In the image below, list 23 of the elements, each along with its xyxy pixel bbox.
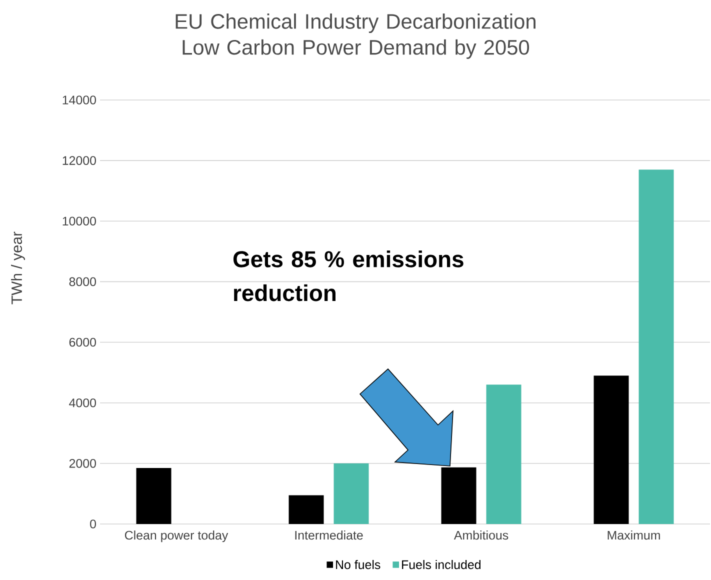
y-tick-label: 4000 xyxy=(69,398,96,408)
y-tick-label: 6000 xyxy=(69,338,96,347)
y-tick-label: 0 xyxy=(90,520,96,528)
bar xyxy=(486,384,522,524)
y-tick-label: 14000 xyxy=(62,96,96,104)
x-tick-label: Ambitious xyxy=(454,530,508,540)
y-axis-title: TWh / year xyxy=(11,232,25,304)
x-tick-label: Intermediate xyxy=(295,530,363,540)
bar xyxy=(288,495,324,524)
x-tick-label: Maximum xyxy=(608,530,660,540)
bar xyxy=(334,463,369,524)
annotation: Gets 85 % emissions reduction xyxy=(233,250,464,302)
y-tick-label: 10000 xyxy=(62,216,96,226)
y-tick-label: 2000 xyxy=(69,459,96,468)
legend-label: Fuels included xyxy=(402,560,480,570)
y-tick-label: 12000 xyxy=(62,156,96,165)
bar xyxy=(594,376,629,524)
x-tick-label: Clean power today xyxy=(124,530,228,542)
chart-title: EU Chemical Industry Decarbonization Low Carbon Power Demand by 2050 xyxy=(176,14,536,59)
legend-label: No fuels xyxy=(336,560,380,570)
bar xyxy=(136,468,172,524)
bar xyxy=(638,170,674,524)
y-tick-label: 8000 xyxy=(69,277,96,286)
